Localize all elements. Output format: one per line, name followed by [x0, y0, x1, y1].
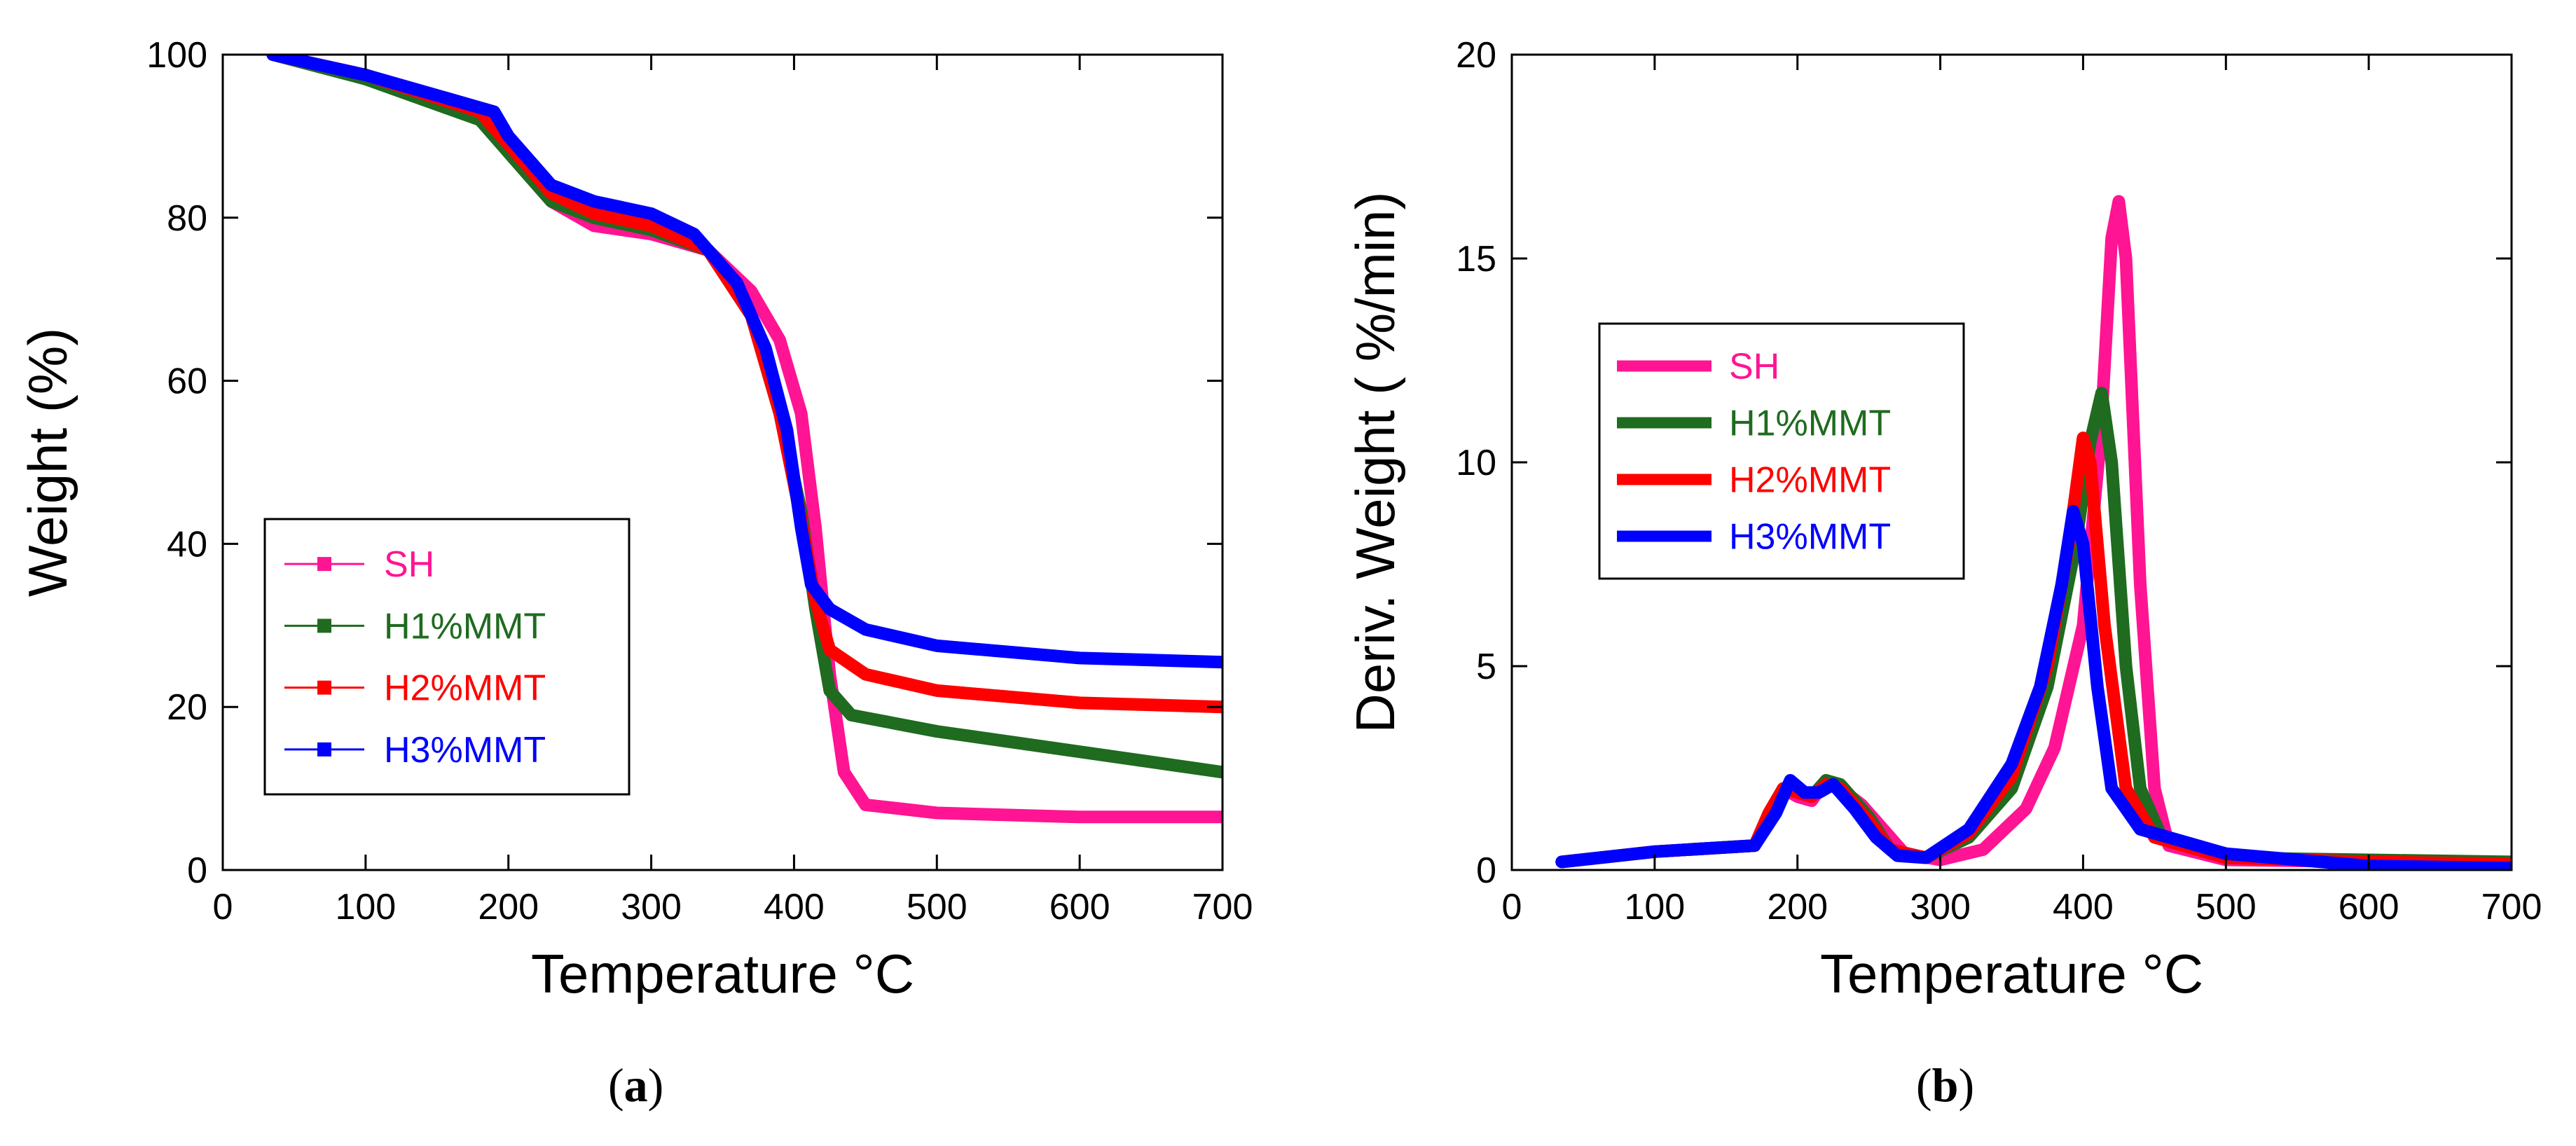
x-tick-label: 200 [478, 887, 539, 927]
legend-label: H1%MMT [1729, 403, 1891, 444]
legend-marker [317, 557, 331, 572]
legend-label: H3%MMT [1729, 517, 1891, 558]
x-tick-label: 400 [2053, 887, 2114, 927]
x-tick-label: 100 [335, 887, 396, 927]
legend-entry: H1%MMT [284, 606, 546, 647]
x-tick-label: 500 [907, 887, 967, 927]
legend-entry: H2%MMT [1617, 460, 1891, 501]
legend-entry: SH [284, 544, 434, 585]
legend-marker [317, 742, 331, 757]
x-tick-label: 700 [2481, 887, 2542, 927]
x-tick-label: 100 [1624, 887, 1685, 927]
y-tick-label: 0 [187, 850, 207, 891]
legend-b: SH H1%MMT H2%MMT H3%MMT [1598, 322, 1965, 580]
legend-marker [317, 619, 331, 633]
y-tick-label: 100 [146, 35, 207, 76]
x-tick-label: 600 [1049, 887, 1110, 927]
plot-frame [221, 53, 1224, 871]
legend-label: H2%MMT [384, 668, 546, 709]
series-line-h3pctmmt [266, 55, 1222, 669]
y-axis-label: Deriv. Weight ( %/min) [1344, 192, 1406, 733]
x-tick-label: 300 [1910, 887, 1971, 927]
x-tick-label: 500 [2196, 887, 2257, 927]
y-tick-label: 80 [167, 198, 207, 239]
x-tick-label: 300 [621, 887, 682, 927]
chart-a: 0 100 200 300 400 500 600 700 0 20 40 60 80 100 Temper… [17, 35, 1253, 1005]
x-tick-label: 200 [1767, 887, 1828, 927]
series-group-a [266, 55, 1222, 824]
y-tick-label: 10 [1456, 443, 1496, 483]
series-group-b [1555, 195, 2512, 870]
series-line-h3pctmmt [1555, 504, 2512, 870]
legend-entry: H2%MMT [284, 668, 546, 709]
y-tick-label: 0 [1476, 850, 1496, 891]
legend-entry: SH [1617, 347, 1779, 387]
y-tick-label: 40 [167, 524, 207, 565]
legend-label: H1%MMT [384, 606, 546, 647]
x-tick-label: 600 [2339, 887, 2399, 927]
x-axis-label: Temperature °C [531, 943, 914, 1005]
panel-label-a: (a) [608, 1058, 664, 1112]
legend-a: SH H1%MMT H2%MMT H3%MMT [263, 518, 631, 796]
legend-entry: H1%MMT [1617, 403, 1891, 444]
legend-marker [317, 680, 331, 695]
x-axis-label: Temperature °C [1820, 943, 2203, 1005]
y-tick-label: 20 [167, 687, 207, 728]
x-tick-label: 400 [764, 887, 825, 927]
panel-label-b: (b) [1916, 1058, 1975, 1112]
y-tick-label: 20 [1456, 35, 1496, 76]
legend-label: SH [1729, 347, 1779, 387]
y-tick-label: 60 [167, 361, 207, 402]
chart-b: 0 100 200 300 400 500 600 700 0 5 10 15 20 Temperatur… [1344, 35, 2542, 1005]
legend-entry: H3%MMT [1617, 517, 1891, 558]
y-axis-label: Weight (%) [17, 328, 78, 597]
legend-label: SH [384, 544, 434, 585]
legend-label: H2%MMT [1729, 460, 1891, 501]
x-tick-label: 0 [213, 887, 233, 927]
y-tick-label: 15 [1456, 239, 1496, 279]
legend-label: H3%MMT [384, 730, 546, 771]
x-tick-label: 0 [1502, 887, 1522, 927]
y-tick-label: 5 [1476, 647, 1496, 687]
x-tick-label: 700 [1192, 887, 1253, 927]
legend-entry: H3%MMT [284, 730, 546, 771]
